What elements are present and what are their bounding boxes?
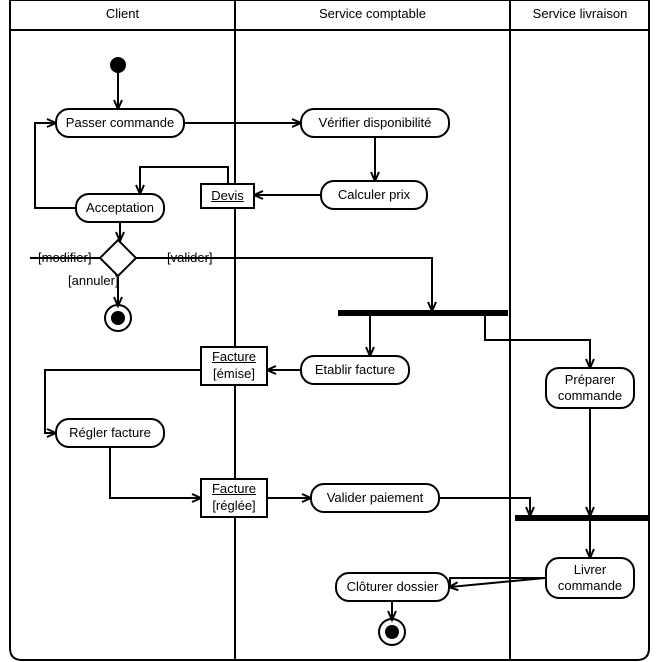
- guard-modifier: [modifier]: [38, 250, 91, 265]
- activity-regler: Régler facture: [55, 418, 165, 448]
- activity-preparer: Préparer commande: [545, 367, 635, 409]
- swimlane-header-livraison: Service livraison: [510, 6, 650, 21]
- activity-verifier: Vérifier disponibilité: [300, 108, 450, 138]
- activity-passer: Passer commande: [55, 108, 185, 138]
- guard-annuler: [annuler]: [68, 273, 119, 288]
- activity-accept: Acceptation: [75, 193, 165, 223]
- activity-etablir: Etablir facture: [300, 355, 410, 385]
- swimlane-header-comptable: Service comptable: [235, 6, 510, 21]
- swimlane-header-client: Client: [10, 6, 235, 21]
- activity-livrer: Livrer commande: [545, 557, 635, 599]
- object-fact_reglee: Facture[réglée]: [200, 478, 268, 518]
- activity-cloturer: Clôturer dossier: [335, 572, 450, 602]
- activity-calculer: Calculer prix: [320, 180, 428, 210]
- object-devis: Devis: [200, 183, 255, 209]
- activity-valider: Valider paiement: [310, 483, 440, 513]
- object-fact_emise: Facture[émise]: [200, 346, 268, 386]
- guard-valider: [valider]: [167, 250, 213, 265]
